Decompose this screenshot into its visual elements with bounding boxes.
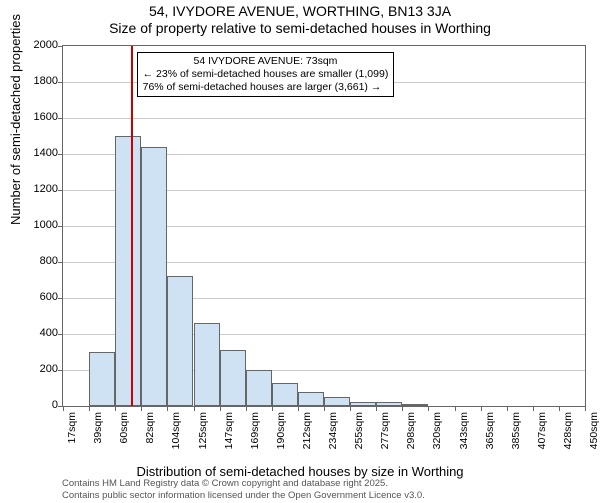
x-tick-label: 277sqm — [379, 412, 391, 449]
y-tick-label: 1600 — [34, 111, 58, 123]
x-tick-label: 407sqm — [536, 412, 548, 449]
x-tick-label: 60sqm — [118, 412, 130, 444]
chart-title-sub: Size of property relative to semi-detach… — [0, 20, 600, 36]
histogram-bar — [194, 323, 220, 406]
chart-title-main: 54, IVYDORE AVENUE, WORTHING, BN13 3JA — [0, 3, 600, 19]
x-tick-label: 125sqm — [197, 412, 209, 449]
y-tick-label: 200 — [40, 363, 58, 375]
histogram-bar — [220, 350, 246, 406]
property-callout: 54 IVYDORE AVENUE: 73sqm← 23% of semi-de… — [137, 52, 395, 97]
callout-line-1: 54 IVYDORE AVENUE: 73sqm — [143, 55, 389, 68]
y-tick-label: 2000 — [34, 39, 58, 51]
callout-line-2: ← 23% of semi-detached houses are smalle… — [143, 68, 389, 81]
footer-line-1: Contains HM Land Registry data © Crown c… — [62, 478, 425, 489]
footer-line-2: Contains public sector information licen… — [62, 490, 425, 501]
y-tick-label: 800 — [40, 255, 58, 267]
plot-area: 54 IVYDORE AVENUE: 73sqm← 23% of semi-de… — [62, 45, 586, 407]
y-tick-label: 1800 — [34, 75, 58, 87]
x-tick-label: 320sqm — [431, 412, 443, 449]
histogram-bar — [272, 383, 298, 406]
histogram-bar — [246, 370, 272, 406]
histogram-bar — [298, 392, 324, 406]
property-marker-line — [131, 46, 133, 406]
histogram-bar — [350, 402, 376, 406]
x-tick-label: 39sqm — [92, 412, 104, 444]
callout-line-3: 76% of semi-detached houses are larger (… — [143, 81, 389, 94]
x-axis-label: Distribution of semi-detached houses by … — [0, 464, 600, 479]
histogram-bar — [402, 404, 428, 406]
x-tick-label: 255sqm — [353, 412, 365, 449]
x-tick-label: 190sqm — [275, 412, 287, 449]
x-tick-label: 104sqm — [170, 412, 182, 449]
y-tick-label: 1200 — [34, 183, 58, 195]
histogram-bar — [89, 352, 115, 406]
x-tick-label: 234sqm — [327, 412, 339, 449]
x-tick-label: 17sqm — [66, 412, 78, 444]
x-tick-label: 212sqm — [301, 412, 313, 449]
x-tick-label: 385sqm — [510, 412, 522, 449]
y-tick-label: 1400 — [34, 147, 58, 159]
x-tick-label: 169sqm — [249, 412, 261, 449]
gridline — [63, 118, 585, 119]
y-tick-label: 400 — [40, 327, 58, 339]
y-tick-label: 1000 — [34, 219, 58, 231]
x-tick-label: 450sqm — [588, 412, 600, 449]
x-tick-label: 343sqm — [458, 412, 470, 449]
histogram-bar — [167, 276, 193, 406]
y-tick-label: 0 — [52, 399, 58, 411]
histogram-bar — [115, 136, 141, 406]
footer-attribution: Contains HM Land Registry data © Crown c… — [62, 478, 425, 501]
y-tick-label: 600 — [40, 291, 58, 303]
histogram-bar — [141, 147, 167, 406]
y-axis-label: Number of semi-detached properties — [8, 14, 23, 225]
histogram-bar — [324, 397, 350, 406]
histogram-chart: 54, IVYDORE AVENUE, WORTHING, BN13 3JA S… — [0, 3, 600, 503]
x-tick-label: 428sqm — [562, 412, 574, 449]
x-tick-label: 147sqm — [223, 412, 235, 449]
x-tick-label: 365sqm — [484, 412, 496, 449]
x-tick-label: 82sqm — [144, 412, 156, 444]
histogram-bar — [376, 402, 402, 406]
x-tick-label: 298sqm — [405, 412, 417, 449]
